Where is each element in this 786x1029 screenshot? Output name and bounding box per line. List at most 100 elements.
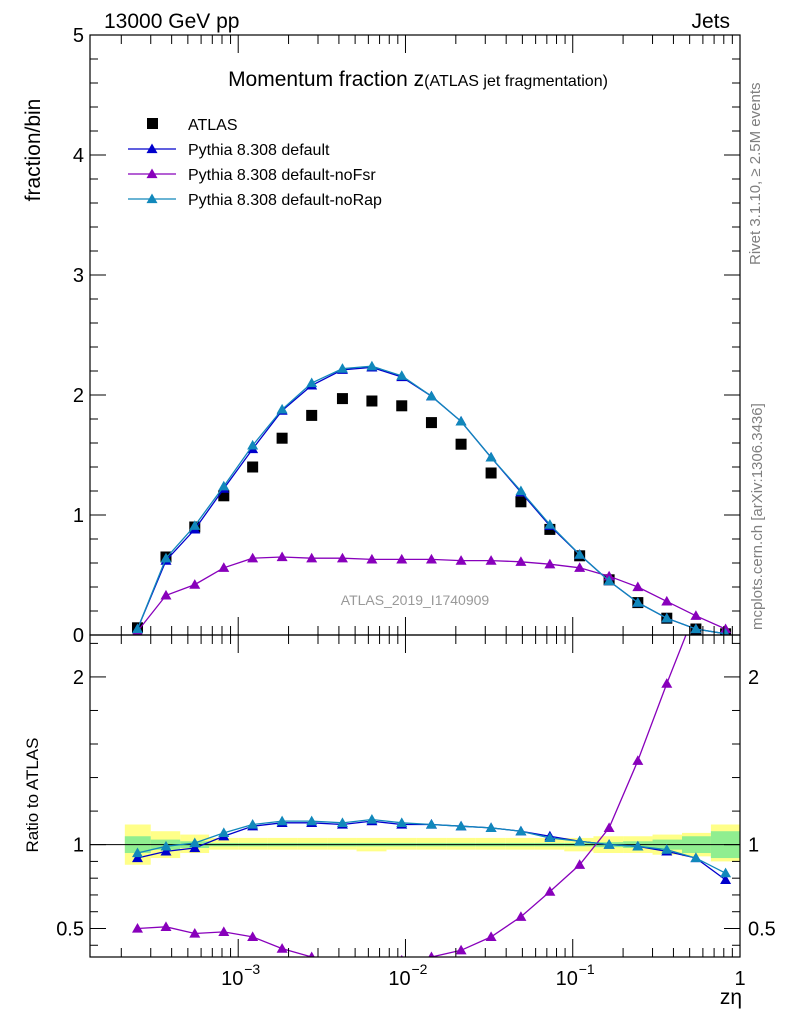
ratio-series-point-2: [455, 820, 467, 831]
ratio-series-point-2: [544, 832, 556, 843]
ratio-series-point-2: [366, 813, 378, 824]
mcplots-label: mcplots.cern.ch [arXiv:1306.3436]: [749, 403, 766, 630]
ratio-ytick-label-left: 0.5: [56, 918, 84, 940]
main-series: [132, 360, 732, 635]
ratio-series-point-2: [574, 835, 586, 846]
ratio-series-point-0: [189, 842, 201, 853]
x-tick-label: 1: [734, 968, 745, 990]
atlas-data-point: [515, 496, 527, 508]
main-series-point-3: [603, 575, 615, 586]
ratio-series-point-2: [632, 840, 644, 851]
ratio-series-point-1: [342, 956, 343, 957]
main-series-point-2: [632, 581, 644, 592]
ratio-series-point-2: [485, 822, 497, 832]
ratio-series-point-2: [276, 815, 288, 826]
ratio-series-point-1: [544, 886, 556, 896]
main-series-point-3: [306, 377, 318, 388]
ratio-ytick-label-right: 2: [748, 667, 759, 689]
main-series-point-2: [276, 551, 288, 562]
main-series-point-3: [366, 360, 378, 371]
main-ytick-label: 2: [73, 385, 84, 407]
rivet-label: Rivet 3.1.10, ≥ 2.5M events: [747, 83, 764, 266]
atlas-data-point: [247, 461, 259, 473]
ratio-ytick-label-right: 0.5: [748, 918, 776, 940]
ratio-ytick-label-left: 1: [73, 835, 84, 857]
main-series-point-2: [306, 552, 318, 563]
main-series-point-2: [574, 562, 586, 572]
ratio-series-point-1: [720, 504, 731, 514]
ratio-series-point-1: [371, 956, 373, 957]
ratio-series-point-1: [132, 922, 144, 933]
ratio-series-point-2: [425, 819, 437, 829]
main-series-point-2: [247, 552, 259, 563]
atlas-data-point: [366, 395, 378, 407]
ratio-series-point-2: [603, 839, 615, 849]
main-series-point-3: [336, 363, 348, 373]
legend-label-1: Pythia 8.308 default: [188, 142, 330, 159]
main-series-point-3: [425, 390, 437, 401]
header-right: Jets: [691, 10, 730, 33]
ratio-ytick-label-left: 2: [73, 667, 84, 689]
ratio-series-point-0: [720, 874, 732, 884]
header-left: 13000 GeV pp: [104, 10, 239, 33]
ratio-y-ticks: 0.5 0.5 1 1 2 2: [56, 642, 776, 946]
ratio-series-point-1: [189, 928, 201, 938]
main-title-sub: (ATLAS jet fragmentation): [424, 73, 608, 90]
ratio-series-point-1: [455, 944, 467, 955]
ratio-series-point-1: [485, 931, 497, 941]
ratio-series-point-2: [132, 847, 144, 858]
ratio-series-point-2: [189, 837, 201, 848]
ratio-series-point-2: [247, 819, 259, 829]
atlas-data-point: [336, 393, 348, 405]
ratio-series-point-1: [574, 859, 586, 869]
ratio-series-point-2: [720, 867, 732, 878]
main-series-point-3: [455, 415, 467, 426]
main-series-point-2: [661, 595, 673, 606]
legend-marker-0: [147, 118, 158, 129]
main-title-text: Momentum fraction z: [228, 68, 424, 91]
legend-label-3: Pythia 8.308 default-noRap: [188, 192, 382, 209]
atlas-data-point: [485, 467, 497, 479]
x-axis-label: zη: [720, 986, 742, 1009]
legend-marker-2: [146, 168, 158, 179]
x-tick-label: 10: [221, 968, 243, 990]
main-series-point-3: [632, 597, 644, 607]
ratio-series-point-2: [336, 817, 348, 827]
ratio-series-point-1: [515, 911, 527, 921]
ratio-series-point-0: [160, 845, 172, 856]
ratio-series-point-2: [396, 817, 408, 827]
atlas-data-point: [425, 417, 437, 429]
legend-label-2: Pythia 8.308 default-noFsr: [188, 167, 376, 184]
atlas-data-point: [306, 409, 318, 421]
ratio-series-point-2: [690, 852, 702, 863]
ratio-series-point-1: [632, 755, 644, 765]
atlas-data-point: [276, 432, 288, 444]
x-ticks: 10 −3 10 −2 10 −1 1: [120, 35, 746, 990]
main-ytick-label: 1: [73, 505, 84, 527]
ratio-series-point-1: [308, 951, 315, 957]
main-series-point-2: [160, 589, 172, 600]
main-series-point-2: [544, 558, 556, 569]
main-series-point-3: [189, 520, 201, 530]
main-ytick-label: 5: [73, 25, 84, 47]
atlas-data-point: [396, 400, 408, 412]
legend-marker-1: [146, 143, 158, 154]
ratio-series-point-0: [132, 852, 144, 863]
main-series-point-3: [247, 439, 259, 450]
ratio-series-point-2: [306, 815, 318, 826]
ratio-series: [132, 504, 732, 957]
main-series-point-2: [485, 555, 497, 565]
main-series-point-2: [336, 552, 348, 563]
main-series-point-2: [690, 610, 702, 620]
atlas-data-point: [218, 490, 230, 502]
x-tick-exponent: −3: [244, 961, 260, 977]
legend-label-0: ATLAS: [188, 117, 238, 134]
main-series-point-3: [690, 623, 702, 634]
x-tick-label: 10: [388, 968, 410, 990]
ratio-frame: [89, 634, 741, 958]
main-series-point-3: [132, 623, 144, 634]
main-series-point-2: [396, 553, 408, 564]
main-series-point-2: [218, 562, 230, 572]
main-series-point-2: [425, 553, 437, 564]
